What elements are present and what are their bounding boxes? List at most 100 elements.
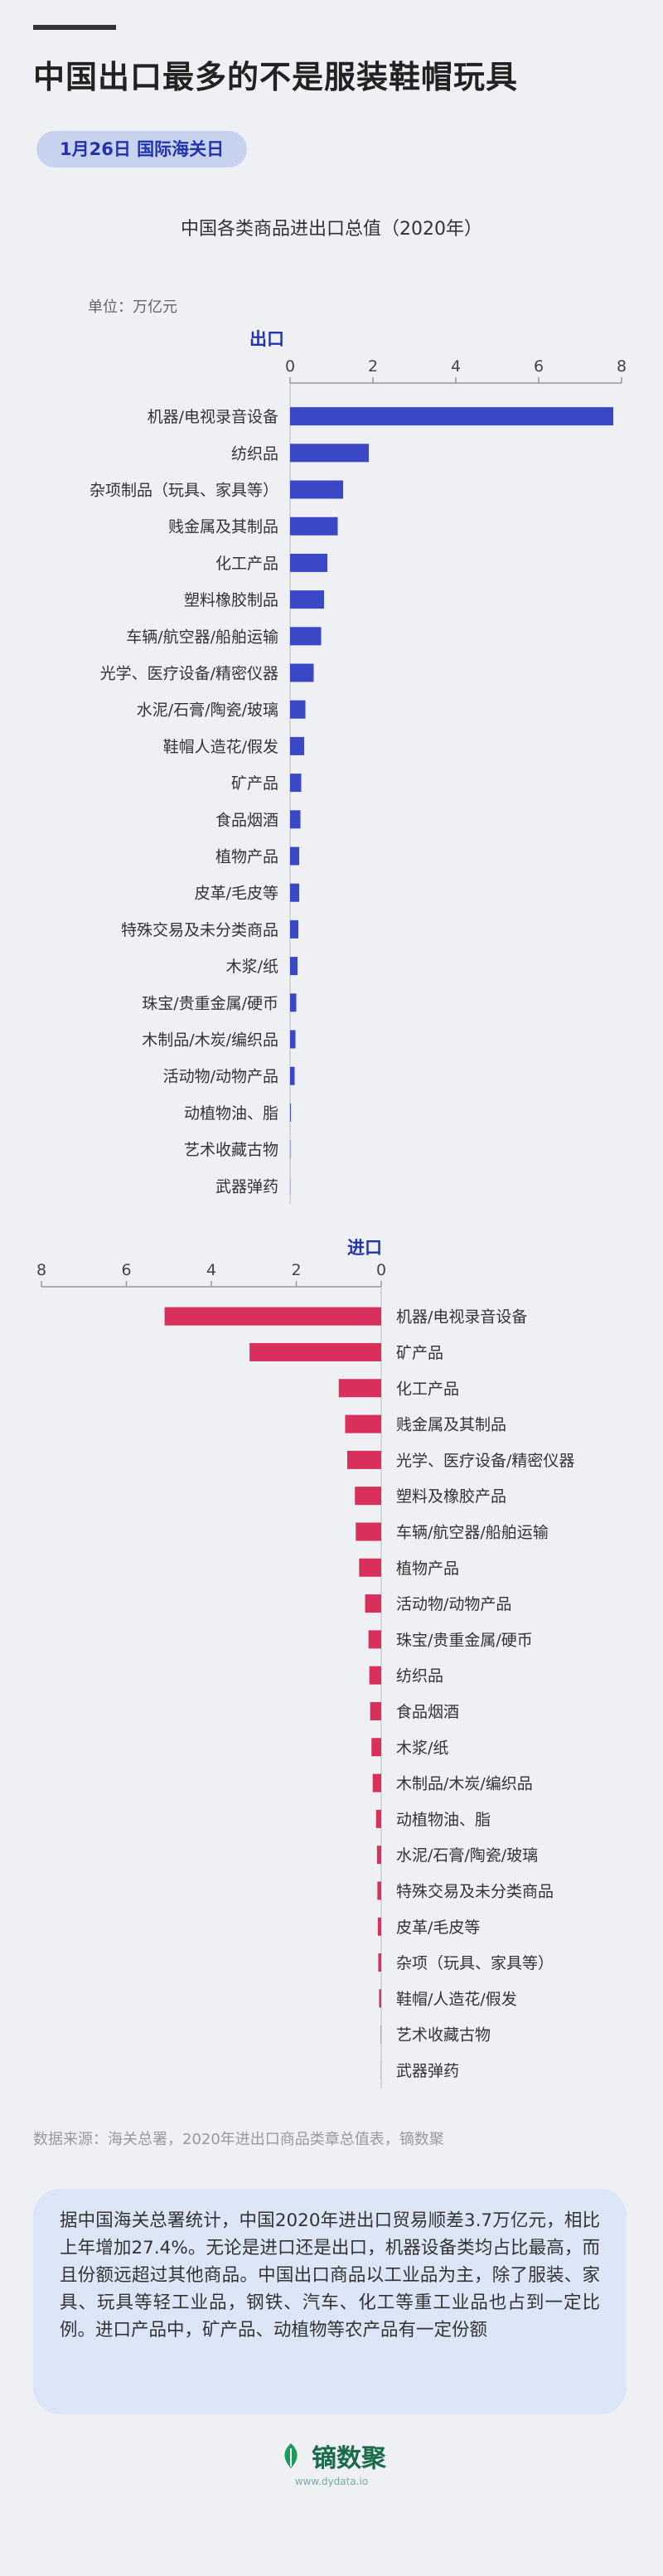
import-category-label: 珠宝/贵重金属/硬币 (396, 1631, 533, 1649)
import-bar (355, 1487, 381, 1506)
import-category-label: 植物产品 (396, 1560, 459, 1578)
export-bar (290, 1066, 295, 1085)
unit-label: 单位：万亿元 (88, 298, 177, 316)
import-category-label: 鞋帽/人造花/假发 (396, 1990, 517, 2008)
export-category-label: 车辆/航空器/船舶运输 (126, 628, 278, 646)
chart-title: 中国各类商品进出口总值（2020年） (181, 219, 482, 240)
export-bar (290, 517, 338, 536)
import-bar (369, 1666, 381, 1685)
import-category-label: 塑料及橡胶产品 (396, 1487, 506, 1506)
export-category-label: 光学、医疗设备/精密仪器 (100, 665, 278, 683)
export-category-label: 植物产品 (215, 848, 278, 866)
import-category-label: 木制品/木炭/编织品 (396, 1775, 533, 1793)
export-bar (290, 1103, 291, 1122)
export-category-label: 珠宝/贵重金属/硬币 (142, 994, 278, 1012)
date-badge: 1月26日 国际海关日 (36, 131, 248, 167)
import-category-label: 动植物油、脂 (396, 1811, 491, 1829)
import-bar (359, 1558, 381, 1577)
import-category-label: 贱金属及其制品 (396, 1416, 506, 1434)
import-category-label: 木浆/纸 (396, 1739, 448, 1757)
import-bar (338, 1379, 381, 1398)
import-tick-label: 0 (376, 1261, 386, 1279)
export-bar (290, 810, 301, 829)
export-bar (290, 700, 306, 719)
export-bar (290, 1140, 291, 1159)
export-bar (290, 736, 304, 755)
import-category-label: 矿产品 (396, 1344, 443, 1362)
export-category-label: 塑料橡胶制品 (184, 591, 278, 609)
export-bar (290, 663, 314, 682)
export-tick-label: 4 (451, 357, 461, 376)
import-category-label: 活动物/动物产品 (396, 1595, 511, 1613)
export-category-label: 木制品/木炭/编织品 (142, 1031, 278, 1050)
export-bar (290, 957, 298, 976)
export-category-label: 活动物/动物产品 (163, 1068, 278, 1086)
export-bar (290, 444, 369, 463)
export-category-label: 化工产品 (215, 555, 278, 573)
import-category-label: 光学、医疗设备/精密仪器 (396, 1452, 574, 1470)
import-bar (347, 1450, 381, 1469)
export-panel-title: 出口 (249, 329, 284, 349)
top-accent-bar (33, 25, 116, 30)
export-bar (290, 627, 322, 646)
import-category-label: 纺织品 (396, 1667, 443, 1686)
export-category-label: 皮革/毛皮等 (195, 885, 278, 903)
import-tick-label: 8 (36, 1261, 46, 1279)
export-bar (290, 590, 324, 609)
export-category-label: 纺织品 (231, 444, 278, 463)
import-bar (379, 1989, 381, 2008)
export-bar (290, 919, 298, 939)
export-tick-label: 2 (368, 357, 378, 376)
export-bar (290, 480, 343, 499)
summary-box: 据中国海关总署统计，中国2020年进出口贸易顺差3.7万亿元，相比上年增加27.… (33, 2189, 627, 2414)
import-tick-label: 4 (206, 1261, 216, 1279)
import-category-label: 艺术收藏古物 (396, 2026, 491, 2045)
import-bar (378, 1953, 381, 1972)
import-bar (377, 1881, 381, 1900)
export-tick-label: 6 (534, 357, 544, 376)
import-category-label: 食品烟酒 (396, 1703, 459, 1721)
import-bar (249, 1342, 381, 1361)
export-category-label: 贱金属及其制品 (168, 518, 278, 536)
import-category-label: 机器/电视录音设备 (396, 1308, 527, 1327)
import-bar (375, 1809, 381, 1828)
brand-logo-icon (284, 2443, 298, 2468)
export-category-label: 木浆/纸 (226, 958, 278, 976)
import-category-label: 杂项（玩具、家具等） (396, 1954, 554, 1972)
import-bar (370, 1701, 381, 1720)
export-category-label: 艺术收藏古物 (184, 1141, 278, 1159)
import-tick-label: 6 (121, 1261, 131, 1279)
import-bar (356, 1522, 381, 1541)
data-source: 数据来源：海关总署，2020年进出口商品类章总值表，镝数聚 (33, 2131, 444, 2148)
export-tick-label: 0 (285, 357, 295, 376)
import-category-label: 特殊交易及未分类商品 (396, 1882, 554, 1900)
import-category-label: 车辆/航空器/船舶运输 (396, 1523, 549, 1541)
export-category-label: 矿产品 (231, 774, 278, 793)
import-bar (368, 1630, 381, 1649)
page-title: 中国出口最多的不是服装鞋帽玩具 (33, 59, 519, 95)
export-tick-label: 8 (617, 357, 627, 376)
export-category-label: 武器弹药 (215, 1177, 278, 1196)
export-category-label: 水泥/石膏/陶瓷/玻璃 (137, 701, 278, 720)
import-tick-label: 2 (291, 1261, 301, 1279)
import-bar (380, 2025, 381, 2044)
export-bar (290, 993, 297, 1012)
import-category-label: 化工产品 (396, 1380, 459, 1398)
export-category-label: 杂项制品（玩具、家具等） (90, 482, 278, 500)
import-bar (372, 1773, 381, 1793)
export-category-label: 鞋帽人造花/假发 (163, 738, 278, 756)
brand-name: 镝数聚 (312, 2444, 386, 2473)
export-bar (290, 553, 327, 572)
export-bar (290, 1030, 296, 1049)
export-category-label: 食品烟酒 (215, 811, 278, 829)
import-category-label: 水泥/石膏/陶瓷/玻璃 (396, 1846, 538, 1865)
export-category-label: 特殊交易及未分类商品 (121, 921, 278, 939)
export-bar (290, 774, 302, 793)
import-bar (345, 1414, 381, 1434)
export-bar (290, 407, 613, 426)
import-bar (164, 1307, 381, 1326)
export-category-label: 动植物油、脂 (184, 1104, 278, 1123)
export-category-label: 机器/电视录音设备 (148, 408, 278, 426)
import-bar (365, 1594, 381, 1613)
import-bar (376, 1846, 381, 1865)
